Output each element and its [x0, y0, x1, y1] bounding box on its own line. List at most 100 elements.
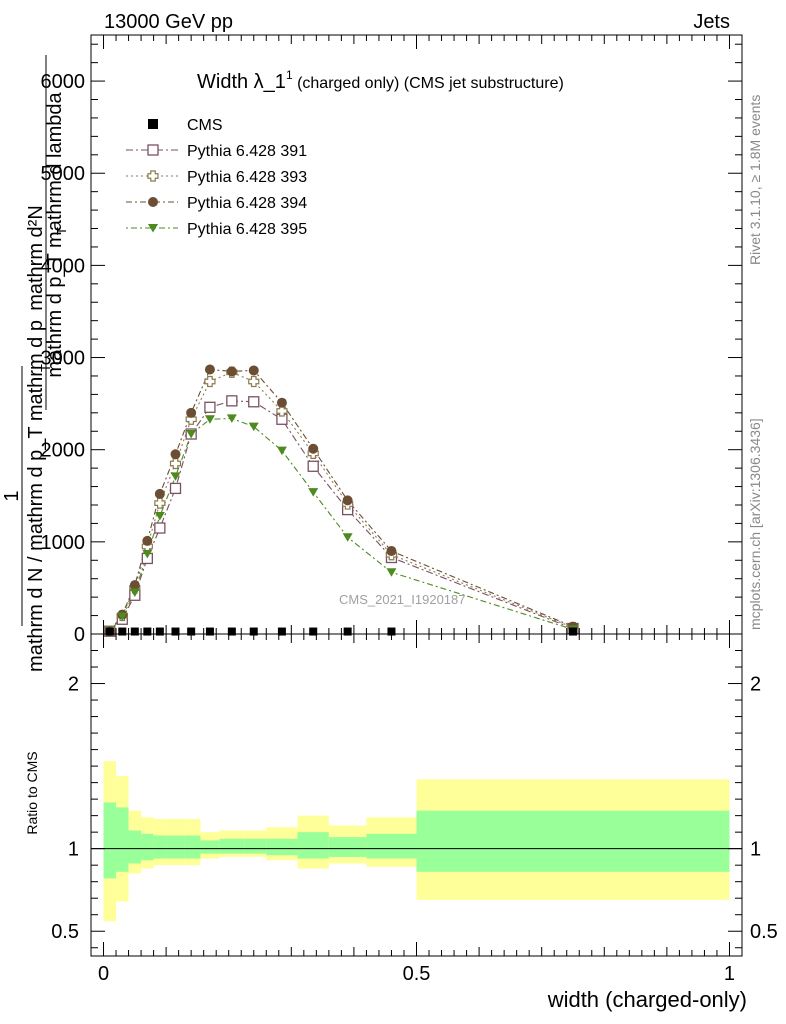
y-tick-label: 4000 [41, 255, 86, 277]
watermark: CMS_2021_I1920187 [339, 592, 466, 607]
main-y-axis: 0 1000 2000 3000 4000 5000 6000 [41, 43, 742, 646]
x-axis: 0 0.5 1 [98, 634, 735, 985]
header-right: Jets [693, 11, 730, 33]
ratio-band-green [153, 835, 167, 859]
marker [171, 627, 180, 636]
ratio-band-green [116, 807, 129, 872]
ratio-band-green [244, 838, 267, 854]
marker [205, 627, 214, 636]
marker [186, 430, 197, 439]
marker [130, 627, 139, 636]
legend-label: Pythia 6.428 391 [187, 143, 307, 160]
marker [248, 396, 260, 408]
marker [204, 375, 216, 388]
marker [169, 482, 182, 495]
marker [148, 119, 158, 129]
ratio-band-green [184, 835, 201, 859]
ylabel-one: 1 [1, 490, 23, 501]
ratio-y-tick-label: 0.5 [51, 921, 79, 943]
main-panel: 0 1000 2000 3000 4000 5000 6000 [41, 34, 743, 646]
marker [342, 495, 353, 506]
marker [117, 612, 128, 621]
y-tick-label: 3000 [41, 348, 86, 370]
marker [129, 588, 140, 598]
ratio-band-green [297, 832, 329, 859]
ratio-band-green [328, 837, 367, 857]
x-tick-label: 1 [724, 963, 735, 985]
ratio-band-green [200, 840, 220, 854]
marker [386, 568, 397, 577]
marker [154, 512, 165, 521]
y-axis-label: mathrm d²N mathrm d p_T mathrm d lambda … [1, 55, 69, 672]
marker [276, 397, 287, 408]
chart-title-sup: 1 [286, 68, 293, 82]
marker [226, 395, 238, 407]
ratio-band-green [416, 810, 730, 872]
marker [248, 365, 259, 376]
y-tick-label: 2000 [41, 440, 86, 462]
rivet-label: Rivet 3.1.10, ≥ 1.8M events [747, 95, 763, 265]
marker [307, 460, 319, 472]
ratio-y-tick-label-right: 2 [750, 674, 761, 696]
marker [226, 366, 237, 377]
y-tick-label: 5000 [41, 163, 86, 185]
marker [129, 580, 140, 591]
marker [248, 422, 259, 432]
legend-label: Pythia 6.428 395 [187, 221, 307, 238]
chart-title: Width λ_11 (charged only) (CMS jet subst… [197, 68, 564, 93]
marker [186, 407, 197, 418]
legend-label: CMS [187, 117, 223, 134]
y-tick-label: 0 [74, 624, 85, 646]
marker [154, 497, 166, 509]
ratio-y-axis: 0.5 0.5 1 1 2 2 [51, 650, 778, 949]
marker [147, 144, 159, 156]
marker [386, 546, 397, 557]
marker [227, 627, 236, 636]
x-tick-label: 0 [98, 963, 109, 985]
x-axis-label: width (charged-only) [547, 987, 747, 1012]
marker [343, 627, 352, 636]
ylabel-top-num: mathrm d²N [25, 205, 47, 311]
marker [204, 415, 215, 424]
ratio-y-tick-label: 2 [68, 674, 79, 696]
ratio-band-green [103, 802, 117, 879]
ratio-band-green [141, 833, 154, 861]
marker [143, 627, 152, 636]
header-left: 13000 GeV pp [104, 11, 233, 33]
ratio-ylabel: Ratio to CMS [24, 751, 40, 834]
marker [155, 627, 164, 636]
marker [204, 401, 216, 413]
ratio-y-tick-label-right: 0.5 [750, 921, 778, 943]
mcplots-label: mcplots.cern.ch [arXiv:1306.3436] [747, 418, 763, 630]
x-tick-label: 0.5 [403, 963, 431, 985]
marker [147, 170, 159, 182]
marker [118, 627, 127, 636]
legend: CMS Pythia 6.428 391 Pythia 6.428 393 Pythi… [126, 117, 307, 238]
ratio-band-green [366, 833, 417, 859]
marker [169, 457, 182, 470]
marker [105, 627, 114, 636]
main-x-ticks [103, 35, 730, 634]
marker [277, 627, 286, 636]
chart-title-main: Width λ_1 [197, 71, 286, 93]
ylabel-bottom-den-sub: T [38, 364, 53, 372]
marker [170, 449, 181, 460]
ylabel-top-den-sub: T [54, 227, 69, 235]
marker [142, 549, 153, 559]
ratio-band-green [219, 838, 245, 854]
marker [226, 414, 237, 423]
y-tick-label: 1000 [41, 532, 86, 554]
marker [148, 197, 158, 207]
chart-title-rest: (charged only) (CMS jet substructure) [293, 75, 564, 92]
marker [154, 522, 166, 534]
marker [308, 488, 319, 497]
marker [142, 535, 153, 546]
marker [308, 443, 319, 454]
ylabel-top-den: mathrm d p_T mathrm d lambda [44, 91, 66, 377]
ratio-bands [103, 761, 730, 922]
ylabel-bottom-den: mathrm d N / mathrm d p_T mathrm d p [25, 320, 47, 672]
main-markers [104, 364, 579, 637]
ratio-band-green [266, 838, 298, 856]
ratio-y-tick-label: 1 [68, 839, 79, 861]
